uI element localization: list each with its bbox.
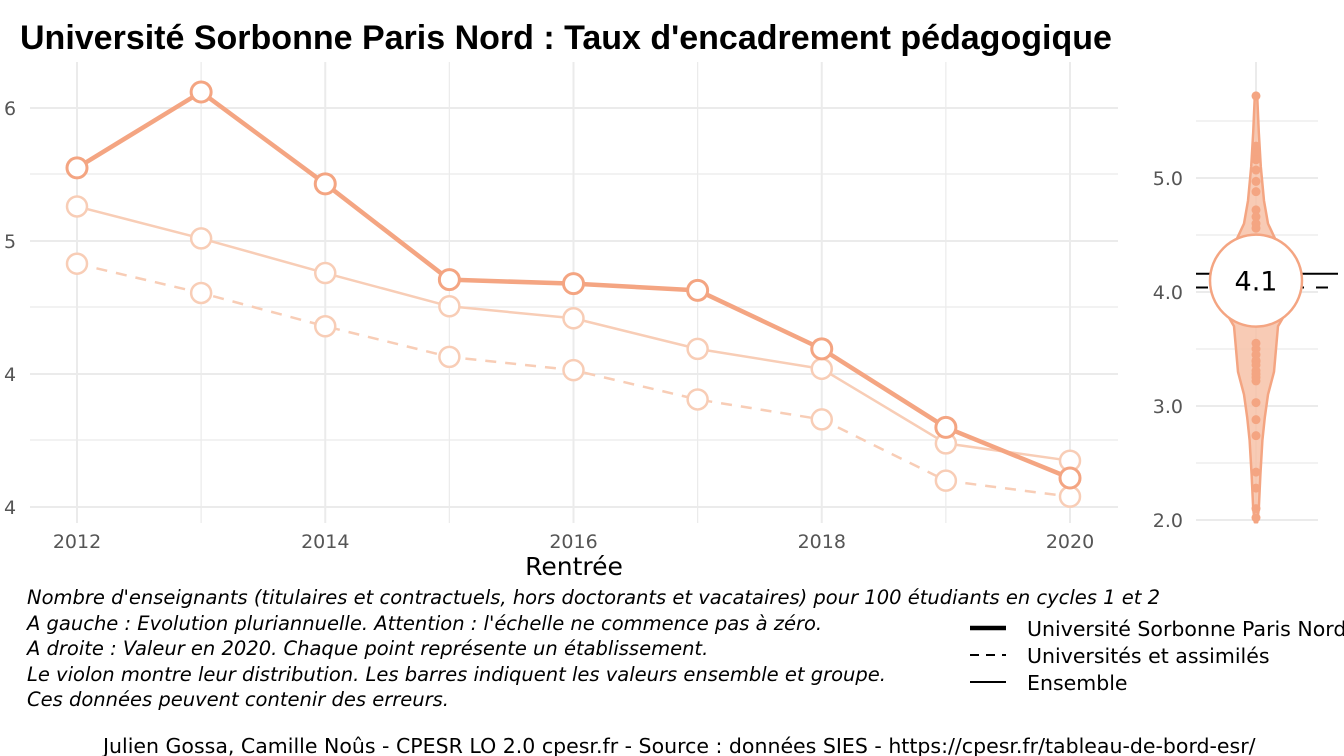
series-point <box>314 315 337 338</box>
value-bubble: 4.1 <box>1208 233 1304 328</box>
violin-y-ticks: 2.0 3.0 4.0 5.0 <box>1153 168 1183 532</box>
note-line: A droite : Valeur en 2020. Chaque point … <box>25 637 708 660</box>
series-point <box>189 281 213 305</box>
x-tick-label: 2016 <box>549 531 597 553</box>
establishment-point <box>1251 398 1261 408</box>
series-point <box>810 408 833 431</box>
y-tick-label: 5.0 <box>1153 168 1183 190</box>
establishment-point <box>1251 513 1261 523</box>
y-tick-label: 3.0 <box>1153 396 1183 418</box>
establishment-point <box>1251 467 1261 477</box>
series-point <box>437 268 461 292</box>
legend-label: Ensemble <box>1027 671 1128 695</box>
value-bubble-label: 4.1 <box>1235 267 1278 298</box>
note-line: Ces données peuvent contenir des erreurs… <box>27 688 449 711</box>
establishment-point <box>1251 483 1261 493</box>
line-y-ticks: 6 5 4 4 <box>4 98 16 519</box>
series-point <box>65 195 89 218</box>
value-bubble-circle <box>1208 233 1304 328</box>
establishment-point <box>1251 155 1261 165</box>
legend-label: Université Sorbonne Paris Nord <box>1027 617 1344 641</box>
establishment-point <box>1251 376 1261 386</box>
legend-label: Universités et assimilés <box>1027 644 1270 668</box>
series-point <box>934 415 958 439</box>
y-tick-label: 5 <box>4 231 16 253</box>
line-x-ticks: 2012 2014 2016 2018 2020 <box>53 531 1094 553</box>
series-point <box>686 278 710 302</box>
establishment-point <box>1251 205 1261 215</box>
note-line: A gauche : Evolution pluriannuelle. Atte… <box>25 612 822 635</box>
series-point <box>562 358 585 382</box>
series-point <box>313 172 337 196</box>
y-tick-label: 6 <box>4 98 16 120</box>
series-point <box>686 337 709 361</box>
establishment-point <box>1251 141 1261 151</box>
violin-panel: 2.0 3.0 4.0 5.0 4.1 <box>1153 62 1338 532</box>
establishment-point <box>1251 165 1261 175</box>
y-tick-label: 2.0 <box>1153 510 1183 532</box>
establishment-point <box>1251 504 1261 514</box>
establishment-point <box>1251 223 1261 233</box>
series-point <box>65 156 89 180</box>
x-tick-label: 2020 <box>1046 531 1094 553</box>
series-point <box>65 252 89 275</box>
notes: Nombre d'enseignants (titulaires et cont… <box>25 586 1160 711</box>
establishment-point <box>1251 176 1261 186</box>
line-series <box>65 80 1082 508</box>
series-point <box>810 357 833 381</box>
series-point <box>438 295 461 318</box>
establishment-point <box>1251 431 1261 441</box>
x-tick-label: 2012 <box>53 531 101 553</box>
note-line: Nombre d'enseignants (titulaires et cont… <box>27 586 1160 609</box>
x-tick-label: 2014 <box>301 531 349 553</box>
establishment-point <box>1251 415 1261 425</box>
y-tick-label: 4 <box>4 364 16 386</box>
series-point <box>934 469 958 492</box>
series-point <box>810 337 834 361</box>
series-point <box>314 261 337 285</box>
x-axis-title: Rentrée <box>525 552 623 581</box>
line-panel: 6 5 4 4 2012 2014 2016 2018 2020 Rentrée <box>4 62 1118 581</box>
series-point <box>189 80 213 104</box>
series-point <box>1058 485 1082 508</box>
series-point <box>562 272 585 296</box>
establishment-point <box>1251 91 1261 101</box>
establishment-point <box>1251 187 1261 197</box>
chart-title: Université Sorbonne Paris Nord : Taux d'… <box>20 19 1112 57</box>
y-tick-label: 4.0 <box>1153 282 1183 304</box>
series-point <box>438 345 461 369</box>
establishment-point <box>1251 148 1261 158</box>
establishment-point <box>1251 212 1261 222</box>
note-line: Le violon montre leur distribution. Les … <box>27 663 886 686</box>
series-point <box>1058 466 1082 490</box>
legend: Université Sorbonne Paris Nord Universit… <box>970 617 1344 695</box>
series-point <box>189 227 213 250</box>
y-tick-label: 4 <box>4 497 16 519</box>
series-point <box>562 307 585 330</box>
series-point <box>686 388 709 411</box>
source-caption: Julien Gossa, Camille Noûs - CPESR LO 2.… <box>101 734 1256 756</box>
x-tick-label: 2018 <box>798 531 846 553</box>
